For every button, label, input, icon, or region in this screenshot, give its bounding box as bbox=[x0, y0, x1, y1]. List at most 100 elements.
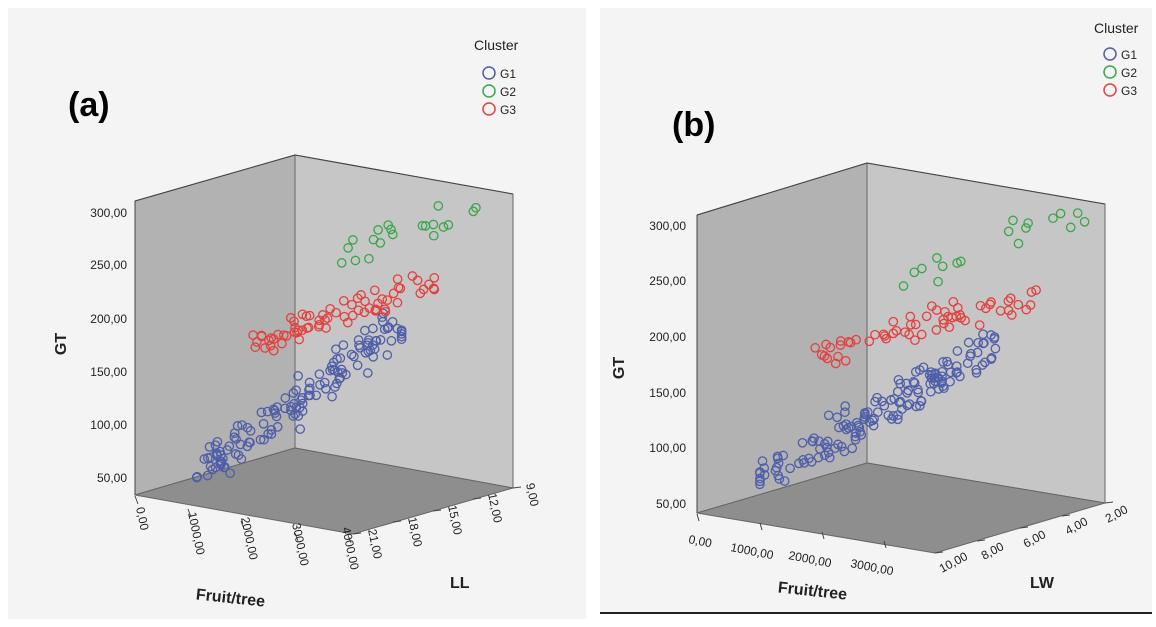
data-point-g3 bbox=[888, 328, 899, 339]
data-point-g2 bbox=[1003, 226, 1014, 237]
data-point-g3 bbox=[264, 335, 274, 346]
data-point-g1 bbox=[971, 367, 982, 378]
data-point-g3 bbox=[904, 329, 914, 340]
y-tick-label: 6,00 bbox=[1021, 527, 1048, 550]
data-point-g1 bbox=[215, 456, 226, 466]
y-tick-mark bbox=[432, 509, 442, 512]
data-point-g3 bbox=[939, 318, 949, 329]
y-tick-mark bbox=[1019, 526, 1029, 529]
y-tick-mark bbox=[472, 497, 482, 500]
data-point-g3 bbox=[891, 325, 902, 336]
y-tick-label: 10,00 bbox=[937, 549, 970, 576]
x-tick-label: 2000,00 bbox=[238, 516, 261, 562]
data-point-g1 bbox=[755, 476, 765, 487]
data-point-g1 bbox=[773, 458, 784, 469]
data-point-g2 bbox=[1048, 213, 1058, 224]
data-point-g3 bbox=[881, 333, 891, 344]
data-point-g3 bbox=[359, 307, 370, 318]
data-point-g2 bbox=[348, 235, 358, 245]
data-point-g1 bbox=[280, 393, 291, 403]
data-point-g3 bbox=[303, 322, 314, 333]
data-point-g3 bbox=[407, 271, 418, 281]
data-point-g3 bbox=[294, 334, 305, 345]
data-point-g1 bbox=[755, 473, 765, 484]
data-point-g2 bbox=[428, 230, 439, 241]
data-point-g1 bbox=[868, 420, 879, 431]
z-tick-label: 200,00 bbox=[90, 312, 127, 326]
data-point-g1 bbox=[785, 463, 795, 474]
data-point-g3 bbox=[1026, 287, 1037, 297]
data-point-g1 bbox=[212, 436, 223, 447]
y-tick-label: 12,00 bbox=[485, 492, 505, 525]
data-point-g3 bbox=[314, 315, 324, 326]
data-point-g1 bbox=[304, 377, 315, 388]
data-point-g1 bbox=[272, 402, 283, 412]
legend-marker-g2 bbox=[1103, 65, 1117, 79]
data-point-g3 bbox=[248, 330, 258, 340]
data-point-g1 bbox=[794, 458, 804, 469]
data-point-g1 bbox=[850, 431, 861, 442]
data-point-g1 bbox=[972, 347, 983, 358]
data-point-g2 bbox=[898, 281, 909, 291]
legend-label-g3: G3 bbox=[1121, 84, 1137, 98]
data-point-g3 bbox=[356, 290, 366, 300]
data-point-g1 bbox=[362, 368, 373, 378]
y-tick-label: 18,00 bbox=[405, 516, 425, 549]
data-point-g3 bbox=[1003, 296, 1014, 306]
data-point-g3 bbox=[980, 303, 991, 314]
data-point-g3 bbox=[870, 329, 880, 340]
data-point-g1 bbox=[813, 452, 824, 463]
data-point-g1 bbox=[755, 479, 765, 490]
data-point-g3 bbox=[830, 358, 841, 369]
data-point-g1 bbox=[367, 340, 378, 350]
data-point-g1 bbox=[262, 406, 273, 417]
data-point-g1 bbox=[883, 410, 894, 421]
data-point-g3 bbox=[938, 314, 949, 325]
data-point-g1 bbox=[755, 467, 765, 477]
legend-label-g3: G3 bbox=[500, 103, 516, 117]
x-tick-mark bbox=[883, 540, 887, 549]
data-point-g2 bbox=[909, 267, 920, 278]
y-axis: 21,00 18,00 15,00 12,00 9,00 LL bbox=[352, 482, 542, 592]
data-point-g2 bbox=[1065, 222, 1076, 233]
data-point-g1 bbox=[331, 344, 341, 355]
data-point-g3 bbox=[1031, 285, 1041, 295]
data-point-g1 bbox=[296, 395, 306, 406]
data-point-g2 bbox=[932, 253, 942, 263]
data-point-g1 bbox=[772, 453, 783, 464]
x-tick-label: 3000,00 bbox=[289, 522, 312, 568]
data-point-g2 bbox=[1013, 238, 1024, 249]
data-point-g1 bbox=[757, 456, 768, 466]
data-point-g3 bbox=[369, 285, 380, 296]
bottom-rule bbox=[600, 612, 1152, 614]
data-point-g3 bbox=[371, 304, 381, 315]
z-axis: 50,00 100,00 150,00 200,00 250,00 300,00… bbox=[611, 219, 686, 511]
data-point-g3 bbox=[825, 342, 836, 353]
legend-label-g1: G1 bbox=[1121, 48, 1137, 62]
data-point-g1 bbox=[797, 437, 808, 448]
data-point-g1 bbox=[245, 426, 256, 436]
data-point-g1 bbox=[973, 337, 984, 348]
y-tick-label: 2,00 bbox=[1103, 502, 1130, 525]
data-point-g1 bbox=[396, 331, 407, 342]
data-point-g1 bbox=[304, 385, 314, 395]
legend-title: Cluster bbox=[474, 37, 519, 53]
z-tick-label: 150,00 bbox=[90, 365, 127, 379]
data-point-g1 bbox=[272, 422, 283, 432]
data-point-g1 bbox=[936, 378, 947, 388]
data-point-g2 bbox=[917, 263, 927, 274]
data-point-g3 bbox=[289, 316, 299, 327]
data-point-g3 bbox=[1021, 304, 1032, 315]
data-point-g1 bbox=[892, 386, 903, 397]
data-point-g1 bbox=[952, 367, 963, 377]
top-edge bbox=[134, 154, 296, 202]
z-tick-label: 100,00 bbox=[90, 418, 127, 432]
y-tick-label: 4,00 bbox=[1063, 514, 1090, 537]
data-point-g2 bbox=[383, 220, 394, 230]
z-tick-label: 50,00 bbox=[97, 471, 127, 485]
x-tick-mark bbox=[134, 495, 139, 505]
data-point-g1 bbox=[977, 360, 988, 370]
y-tick-mark bbox=[352, 532, 362, 535]
data-point-g3 bbox=[278, 330, 289, 341]
z-axis: 50,00 100,00 150,00 200,00 250,00 300,00… bbox=[53, 206, 127, 485]
